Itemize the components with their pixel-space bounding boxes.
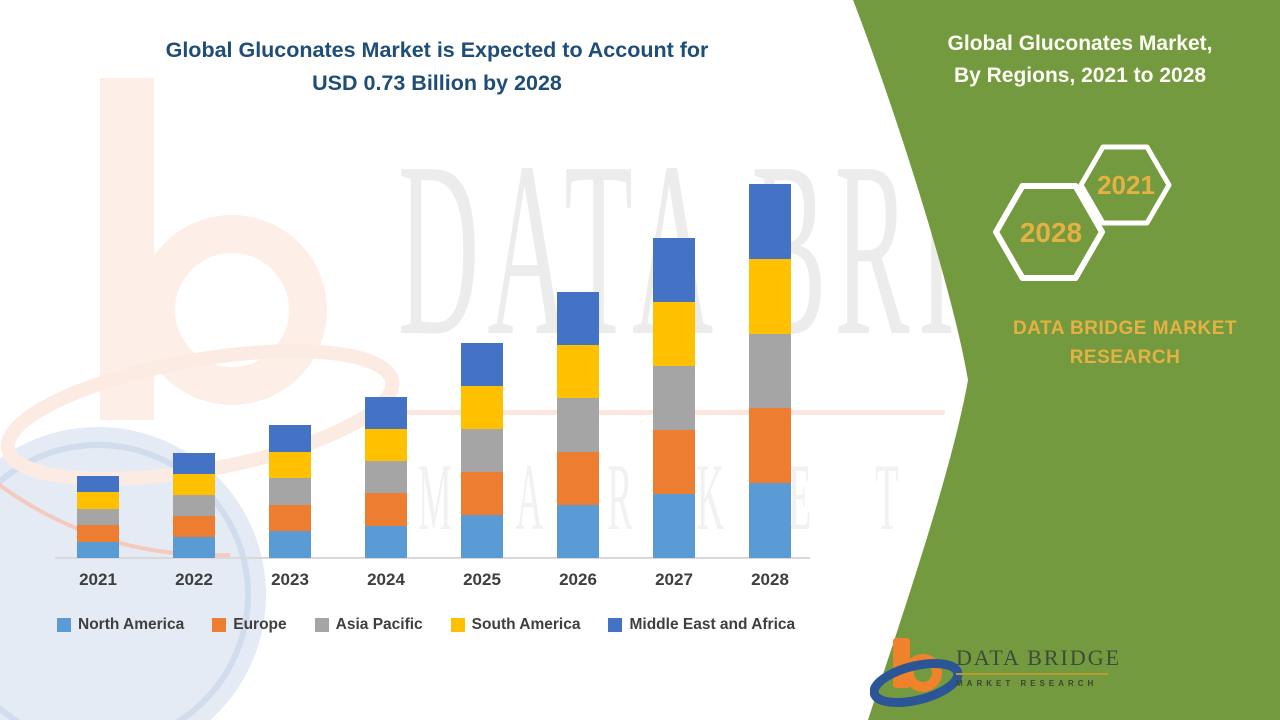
x-axis-label-2024: 2024 (367, 570, 405, 589)
legend-label-europe: Europe (233, 616, 287, 633)
bar-segment-middle-east-and-africa-2025 (461, 343, 503, 386)
bar-segment-europe-2022 (173, 516, 215, 537)
bar-segment-north-america-2022 (173, 537, 215, 558)
stacked-bar-chart: 2021 2022 2023 2024 2025 2026 2027 2028 (55, 0, 812, 589)
bar-segment-north-america-2023 (269, 531, 311, 558)
bar-2027 (653, 238, 695, 558)
bar-2024 (365, 396, 407, 558)
bar-segment-middle-east-and-africa-2021 (77, 476, 119, 493)
x-axis-line (55, 557, 810, 559)
bar-segment-middle-east-and-africa-2022 (173, 453, 215, 474)
bar-segment-north-america-2027 (653, 494, 695, 558)
green-panel-shape (853, 0, 1280, 720)
page-title-line2: USD 0.73 Billion by 2028 (312, 71, 562, 95)
bar-segment-europe-2021 (77, 525, 119, 542)
bar-segment-asia-pacific-2028 (749, 333, 791, 409)
bar-segment-asia-pacific-2023 (269, 478, 311, 505)
watermark-blue-ring (0, 442, 251, 720)
bar-segment-south-america-2021 (77, 492, 119, 509)
bar-segment-middle-east-and-africa-2028 (749, 184, 791, 259)
bar-2022 (173, 453, 215, 558)
chart-legend: North America Europe Asia Pacific South Ame… (57, 616, 795, 634)
watermark-b-bowl (137, 215, 327, 405)
legend-item-south-america: South America (450, 616, 581, 634)
bar-segment-middle-east-and-africa-2027 (653, 238, 695, 302)
watermark-b-stem (100, 78, 154, 420)
x-axis-label-2026: 2026 (559, 570, 597, 589)
legend-item-north-america: North America (57, 616, 184, 634)
bar-segment-south-america-2023 (269, 451, 311, 479)
legend-label-middle-east-and-africa: Middle East and Africa (629, 616, 796, 633)
bar-segment-north-america-2028 (749, 483, 791, 558)
page-title-line1: Global Gluconates Market is Expected to … (165, 38, 709, 62)
bar-segment-north-america-2025 (461, 515, 503, 558)
bar-2023 (269, 425, 311, 558)
legend-item-middle-east-and-africa: Middle East and Africa (608, 616, 795, 634)
bar-segment-europe-2028 (749, 408, 791, 484)
x-axis-label-2025: 2025 (463, 570, 501, 589)
bar-segment-north-america-2021 (77, 541, 119, 558)
bar-segment-south-america-2028 (749, 258, 791, 334)
legend-swatch-south-america (450, 618, 465, 632)
bar-segment-middle-east-and-africa-2023 (269, 425, 311, 452)
legend-swatch-europe (212, 618, 227, 632)
bar-segment-south-america-2025 (461, 386, 503, 429)
bar-2021 (77, 476, 119, 558)
x-axis-label-2023: 2023 (271, 570, 309, 589)
bar-2028 (749, 184, 791, 558)
legend-item-asia-pacific: Asia Pacific (314, 616, 423, 634)
legend-label-south-america: South America (471, 616, 581, 633)
bar-2025 (461, 343, 503, 558)
bar-segment-north-america-2026 (557, 504, 599, 558)
bar-segment-europe-2026 (557, 451, 599, 505)
legend-swatch-north-america (57, 618, 71, 632)
bar-segment-south-america-2022 (173, 474, 215, 495)
legend-swatch-asia-pacific (314, 618, 329, 632)
bar-segment-north-america-2024 (365, 525, 407, 558)
legend-swatch-middle-east-and-africa (608, 618, 623, 632)
legend-item-europe: Europe (212, 616, 287, 634)
bar-segment-asia-pacific-2021 (77, 508, 119, 526)
bar-segment-europe-2023 (269, 504, 311, 532)
bar-segment-asia-pacific-2027 (653, 366, 695, 430)
page-title: Global Gluconates Market is Expected to … (107, 34, 767, 100)
x-axis-label-2021: 2021 (79, 570, 117, 589)
bar-segment-middle-east-and-africa-2024 (365, 396, 407, 429)
bar-segment-asia-pacific-2022 (173, 495, 215, 516)
bar-segment-asia-pacific-2024 (365, 461, 407, 494)
bar-segment-asia-pacific-2026 (557, 398, 599, 452)
bar-2026 (557, 292, 599, 558)
bar-segment-south-america-2027 (653, 302, 695, 366)
x-axis-label-2027: 2027 (655, 570, 693, 589)
legend-label-asia-pacific: Asia Pacific (335, 616, 423, 633)
bar-segment-europe-2025 (461, 472, 503, 515)
x-axis-label-2028: 2028 (751, 570, 789, 589)
bar-segment-middle-east-and-africa-2026 (557, 292, 599, 346)
bar-segment-south-america-2026 (557, 345, 599, 399)
bar-segment-europe-2027 (653, 430, 695, 494)
bar-segment-south-america-2024 (365, 428, 407, 462)
legend-label-north-america: North America (78, 616, 185, 633)
x-axis-label-2022: 2022 (175, 570, 213, 589)
bar-segment-asia-pacific-2025 (461, 429, 503, 472)
bar-segment-europe-2024 (365, 493, 407, 526)
